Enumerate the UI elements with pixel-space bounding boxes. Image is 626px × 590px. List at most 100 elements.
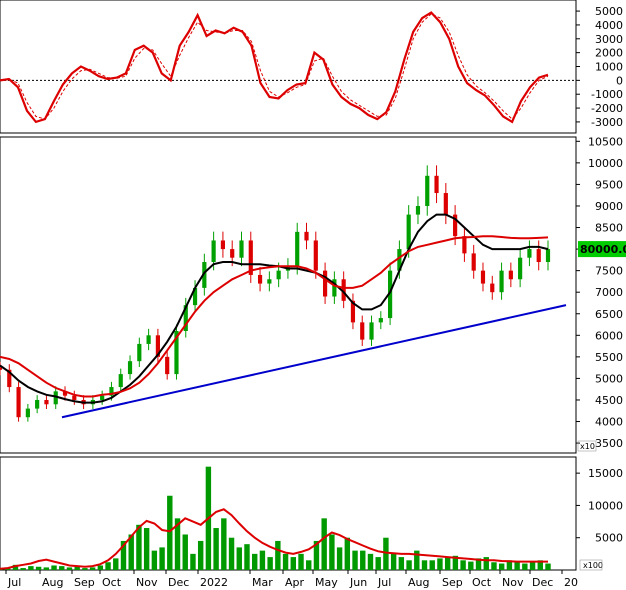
candle-body (16, 387, 21, 418)
volume-bar (259, 550, 266, 570)
x-tick-label: Nov (502, 576, 524, 589)
candle-body (100, 395, 105, 400)
volume-bar (290, 557, 296, 570)
volume-bar (475, 558, 482, 570)
volume-bar (375, 557, 381, 570)
volume-bar (329, 534, 335, 570)
volume-bar (452, 555, 459, 570)
x-tick-label: Jul (377, 576, 391, 589)
candle-body (118, 374, 123, 388)
candle-body (137, 343, 142, 362)
volume-bar (66, 567, 73, 570)
candle-body (443, 193, 448, 215)
candle-body (527, 249, 532, 258)
x-tick-label: Dec (532, 576, 553, 589)
volume-bar (182, 534, 188, 570)
volume-multiplier-label: x100 (583, 561, 603, 570)
candle-body (211, 240, 216, 263)
candle-body (202, 262, 207, 288)
volume-bar (35, 566, 42, 570)
candle-body (165, 356, 170, 375)
volume-bar (275, 540, 281, 570)
vol-y-tick-label: 10000 (588, 499, 623, 512)
volume-bar (89, 567, 96, 570)
candle-body (276, 270, 281, 280)
osc-y-tick-label: 1000 (595, 61, 623, 74)
volume-bar (143, 528, 150, 570)
volume-bar (59, 566, 65, 570)
volume-bar (414, 550, 420, 570)
candle-body (220, 240, 226, 250)
volume-bar (252, 553, 258, 570)
volume-bar (120, 540, 127, 570)
candle-body (183, 305, 188, 331)
candle-body (174, 330, 179, 375)
candle-body (257, 274, 263, 284)
candle-body (313, 240, 318, 271)
volume-bar (336, 547, 343, 570)
candle-body (397, 249, 402, 271)
x-tick-label: 20 (564, 576, 578, 589)
volume-bar (529, 562, 536, 570)
price-y-tick-label: 5500 (595, 351, 623, 364)
volume-ma-line (0, 508, 548, 570)
volume-bar (221, 518, 227, 570)
last-price-label: 80000.00 (580, 243, 626, 256)
candle-body (388, 270, 393, 319)
price-y-tick-label: 9000 (595, 200, 623, 213)
candle-body (332, 279, 337, 297)
candle-body (322, 270, 328, 297)
candle-body (267, 279, 272, 284)
candle-body (499, 270, 504, 293)
volume-bar (545, 563, 551, 570)
volume-bar (159, 547, 165, 570)
candle-body (360, 322, 365, 340)
volume-bar (437, 558, 443, 570)
volume-bar (228, 537, 235, 570)
price-multiplier-label: x10 (580, 442, 595, 451)
osc-y-tick-label: 5000 (595, 5, 623, 18)
price-y-tick-label: 10000 (588, 157, 623, 170)
price-y-tick-label: 6000 (595, 329, 623, 342)
volume-bar (537, 560, 543, 570)
x-tick-label: Sep (442, 576, 463, 589)
candle-body (25, 408, 30, 418)
volume-bar (20, 568, 26, 570)
x-tick-label: Jul (7, 576, 21, 589)
candle-body (369, 322, 374, 340)
candle-body (230, 249, 235, 258)
volume-bar (360, 550, 366, 570)
volume-bar (483, 557, 489, 570)
candle-body (378, 318, 383, 323)
volume-bar (444, 557, 451, 570)
volume-bar (383, 537, 389, 570)
volume-bar (367, 553, 374, 570)
x-tick-label: 2022 (200, 576, 228, 589)
panel-frame-osc (0, 0, 577, 134)
x-tick-label: Mar (252, 576, 273, 589)
candle-body (295, 231, 300, 267)
candle-body (350, 300, 356, 323)
x-tick-label: Oct (102, 576, 122, 589)
volume-multiplier-box (579, 559, 603, 571)
volume-bar (244, 544, 250, 570)
panel-frame-price (0, 136, 577, 454)
vol-y-tick-label: 15000 (588, 467, 623, 480)
candle-body (453, 214, 458, 237)
x-tick-label: Jun (349, 576, 367, 589)
osc-y-tick-label: 3000 (595, 33, 623, 46)
candle-body (536, 249, 541, 263)
x-tick-label: Nov (136, 576, 158, 589)
price-y-tick-label: 8500 (595, 222, 623, 235)
volume-bar (174, 518, 181, 570)
price-y-tick-label: 4500 (595, 394, 623, 407)
volume-bar (344, 537, 351, 570)
price-y-tick-label: 7500 (595, 265, 623, 278)
price-ma-slow-line (0, 235, 549, 398)
volume-bar (28, 566, 34, 570)
x-tick-label: Apr (285, 576, 305, 589)
volume-bar (491, 562, 497, 570)
volume-bar (514, 562, 520, 570)
price-y-tick-label: 10500 (588, 135, 623, 148)
